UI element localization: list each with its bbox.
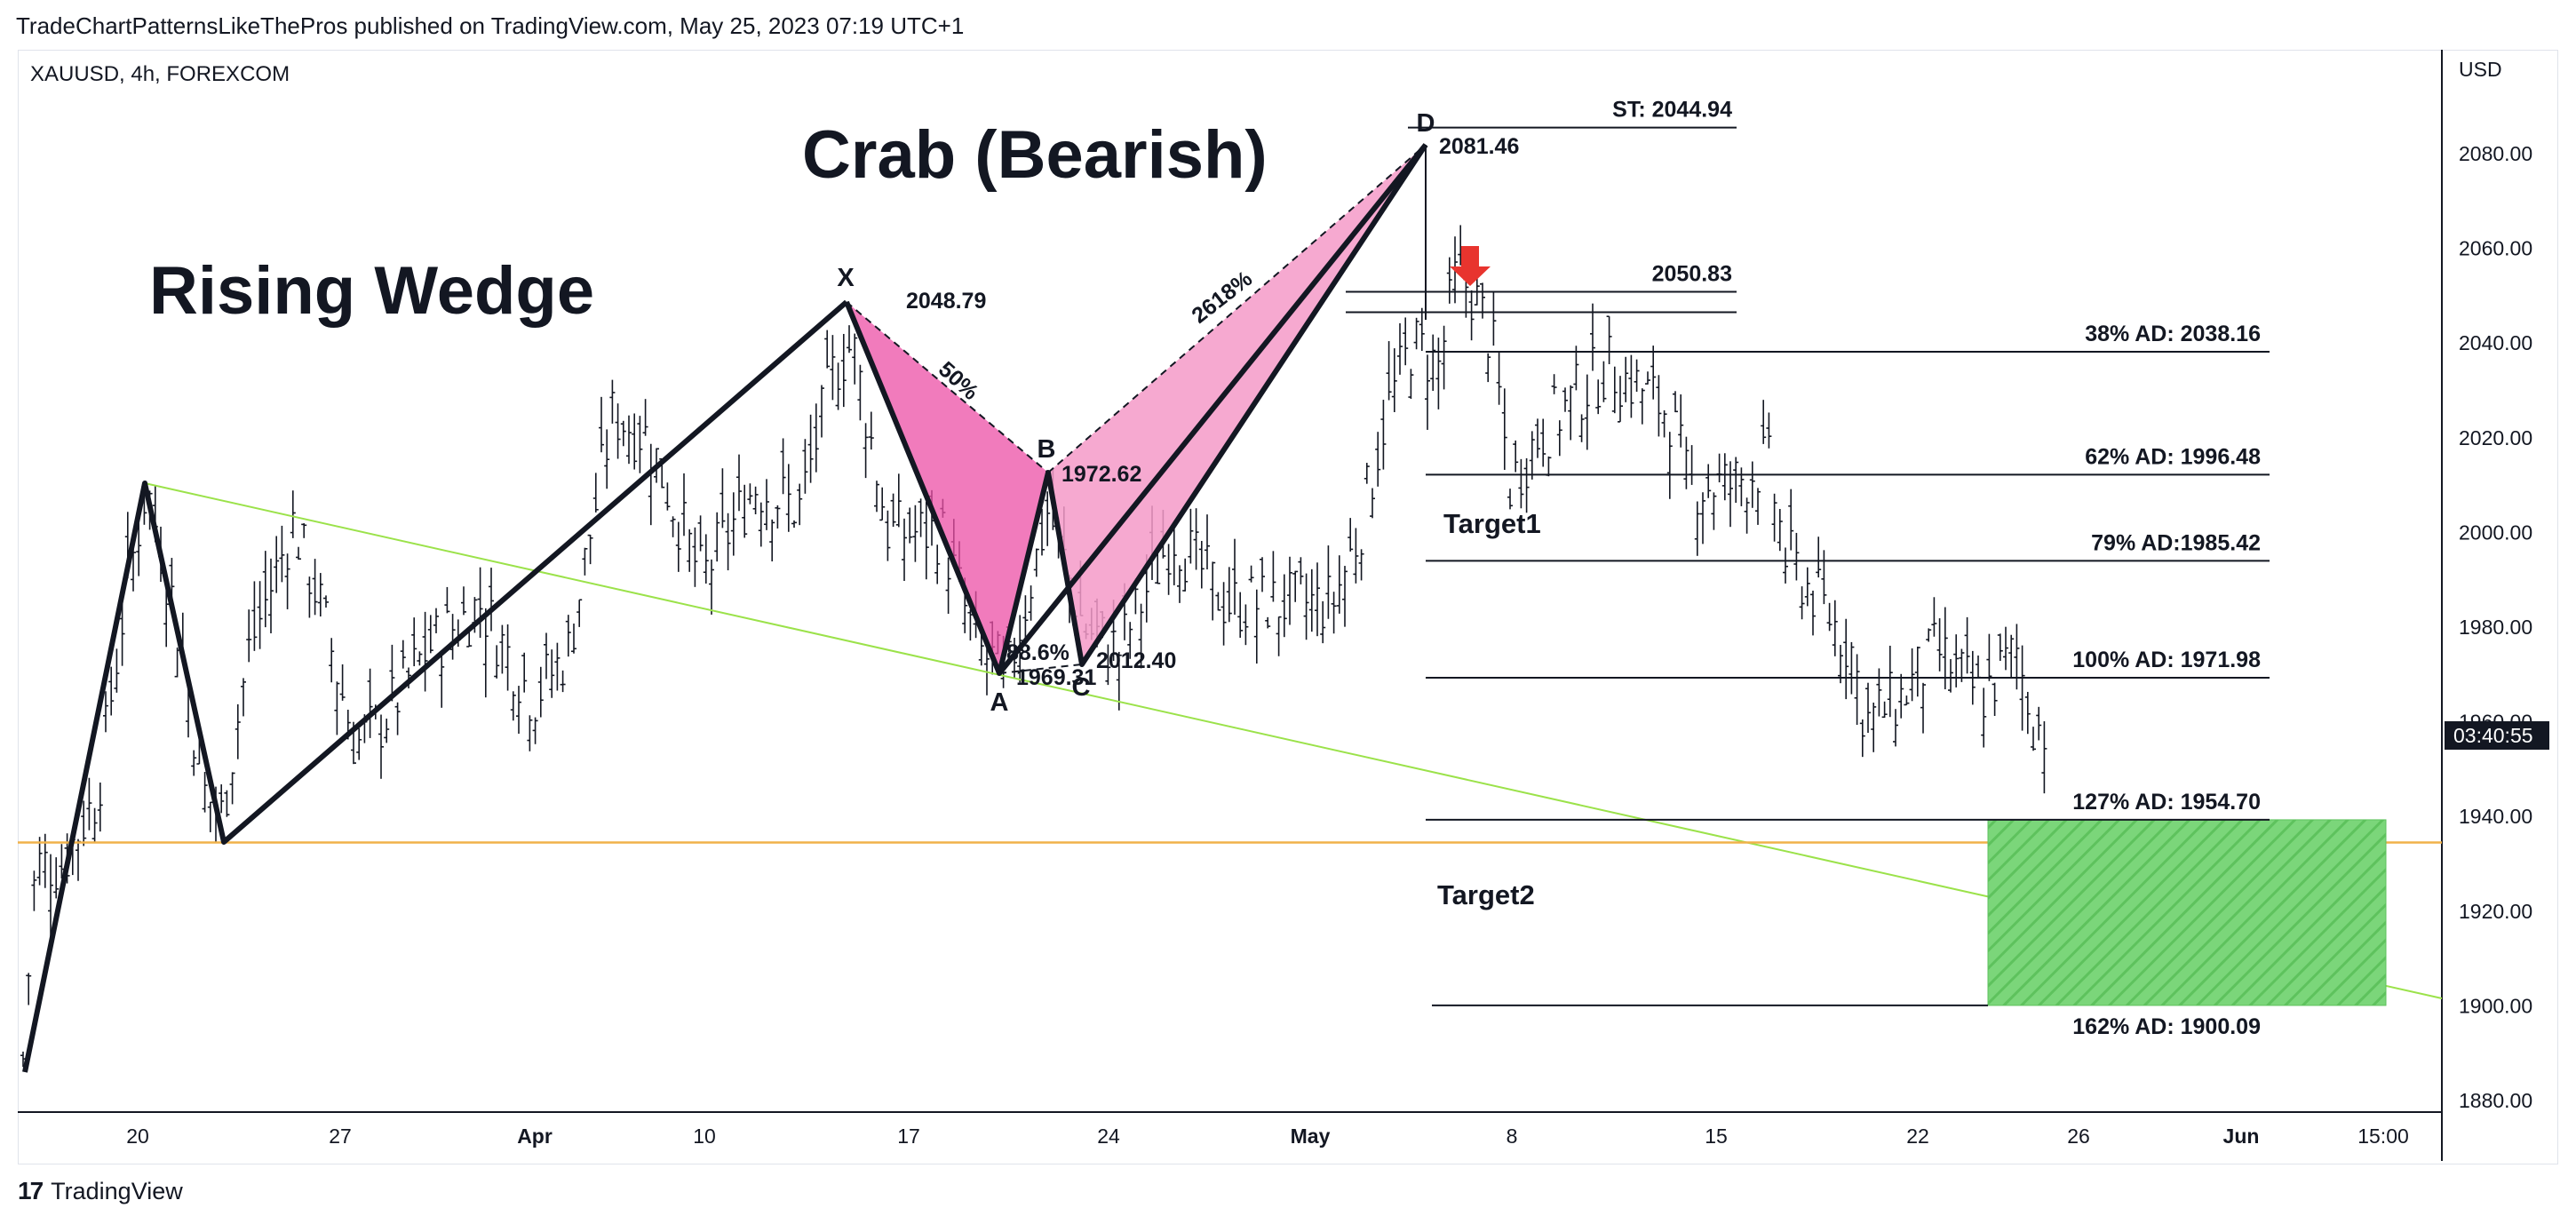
point-value-b: 2012.40 xyxy=(1096,648,1176,673)
wedge-zigzag xyxy=(22,299,848,1073)
annotations: X 2048.79 A 1969.31 B 2012.40C 1972.62 D2081.46… xyxy=(18,98,2443,1073)
pattern-title-crab: Crab (Bearish) xyxy=(802,117,1268,193)
time-tick-label: 22 xyxy=(1906,1125,1929,1148)
xb-dashed xyxy=(846,301,1049,473)
price-tick-label: 1900.00 xyxy=(2459,994,2532,1017)
price-tick-label: 1920.00 xyxy=(2459,900,2532,923)
chart-frame[interactable] xyxy=(18,50,2558,1164)
point-letter-d: D xyxy=(1417,109,1435,138)
time-tick-label: 20 xyxy=(126,1125,149,1148)
point-letter-x: X xyxy=(837,264,855,292)
price-tick-label: 1940.00 xyxy=(2459,805,2532,828)
time-tick-label: 8 xyxy=(1507,1125,1518,1148)
point-value-d: 2081.46 xyxy=(1439,134,1519,159)
tradingview-logo[interactable]: 17 TradingView xyxy=(18,1177,183,1205)
point-letter-a: A xyxy=(990,688,1009,717)
price-tick-label: 2020.00 xyxy=(2459,426,2532,449)
bd-dashed xyxy=(1047,144,1427,473)
price-axis-currency: USD xyxy=(2459,58,2502,81)
level-label: 38% AD: 2038.16 xyxy=(2085,322,2261,346)
level-label: ST: 2044.94 xyxy=(1612,98,1732,123)
point-value-c: 1972.62 xyxy=(1061,462,1141,487)
sell-arrow-icon xyxy=(1450,246,1491,286)
countdown-text: 03:40:55 xyxy=(2453,724,2533,747)
countdown-badge xyxy=(2445,721,2549,750)
level-label: 62% AD: 1996.48 xyxy=(2085,444,2261,469)
time-tick-label: 15:00 xyxy=(2357,1125,2409,1148)
target2-label: Target2 xyxy=(1437,879,1535,910)
time-tick-label: 26 xyxy=(2067,1125,2090,1148)
ratio-ac: 88.6% xyxy=(1006,640,1069,665)
time-tick-label: 10 xyxy=(693,1125,716,1148)
time-tick-label: 24 xyxy=(1097,1125,1120,1148)
time-tick-label: 17 xyxy=(897,1125,920,1148)
point-letter-b: B xyxy=(1038,435,1056,464)
price-tick-label: 2080.00 xyxy=(2459,142,2532,165)
bcd-triangle xyxy=(1048,145,1426,664)
symbol-label[interactable]: XAUUSD, 4h, FOREXCOM xyxy=(30,62,290,86)
price-tick-label: 2000.00 xyxy=(2459,521,2532,544)
time-tick-label: 15 xyxy=(1705,1125,1728,1148)
xabcd-legs xyxy=(844,143,1428,676)
tradingview-brand: TradingView xyxy=(51,1177,183,1204)
published-header: TradeChartPatternsLikeThePros published … xyxy=(16,12,965,39)
price-tick-label: 1880.00 xyxy=(2459,1089,2532,1112)
level-label: 162% AD: 1900.09 xyxy=(2072,1014,2261,1039)
target1-label: Target1 xyxy=(1443,508,1541,539)
time-tick-label: Apr xyxy=(517,1125,553,1148)
ad-leg xyxy=(997,143,1428,675)
price-axis[interactable]: 1880.001900.001920.001940.001960.001980.… xyxy=(2445,142,2549,1112)
level-label: 100% AD: 1971.98 xyxy=(2072,648,2261,672)
time-tick-label: Jun xyxy=(2223,1125,2260,1148)
price-tick-label: 2040.00 xyxy=(2459,331,2532,354)
price-tick-label: 1980.00 xyxy=(2459,616,2532,639)
xab-triangle xyxy=(847,302,1048,673)
level-label: 127% AD: 1954.70 xyxy=(2072,790,2261,815)
price-tick-label: 2060.00 xyxy=(2459,237,2532,260)
time-axis[interactable]: 20 27 Apr 10 17 24 May 8 15 22 26 Jun 15:00 xyxy=(126,1125,2409,1148)
tradingview-icon: 17 xyxy=(18,1177,44,1204)
point-value-a: 1969.31 xyxy=(1016,665,1096,690)
ac-dashed xyxy=(998,664,1083,674)
pattern-title-wedge: Rising Wedge xyxy=(149,253,594,329)
time-tick-label: 27 xyxy=(329,1125,352,1148)
level-label: 2050.83 xyxy=(1652,261,1732,286)
level-label: 79% AD:1985.42 xyxy=(2091,530,2261,555)
point-letter-c: C xyxy=(1072,673,1091,702)
point-value-x: 2048.79 xyxy=(906,289,986,314)
time-tick-label: May xyxy=(1291,1125,1331,1148)
target-zone xyxy=(1987,819,2387,1006)
